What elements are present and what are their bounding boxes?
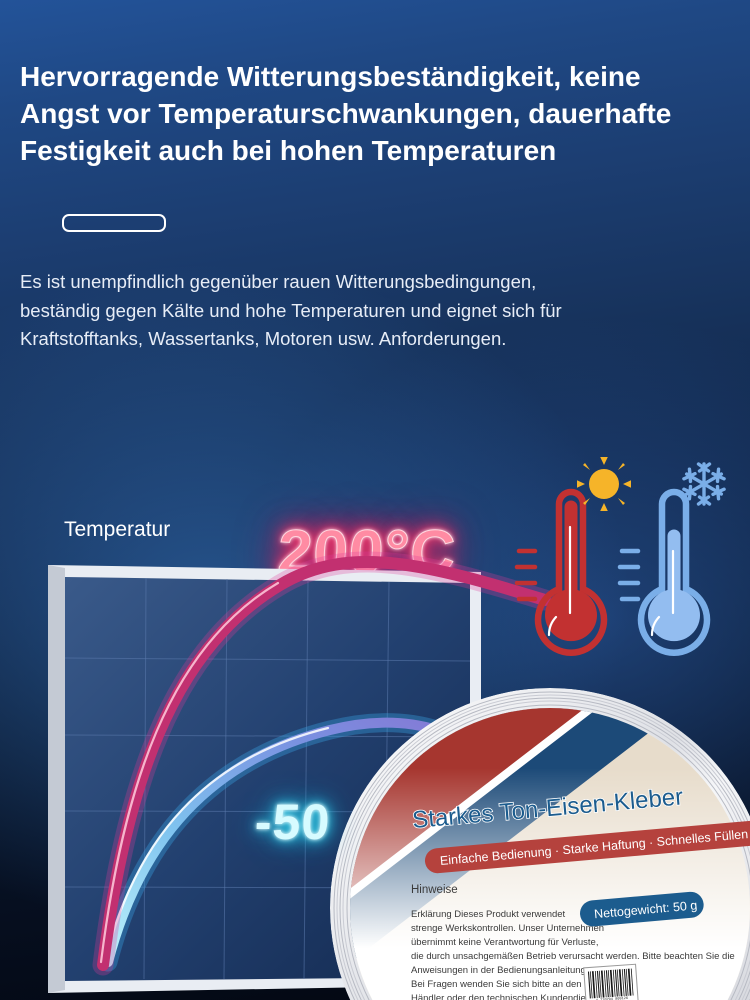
svg-text:übernimmt keine Verantwortung: übernimmt keine Verantwortung für Verlus…: [411, 937, 598, 948]
svg-text:Anweisungen in der Bedienungsa: Anweisungen in der Bedienungsanleitung.: [411, 965, 588, 976]
svg-text:die durch unsachgemäßen Betrie: die durch unsachgemäßen Betrieb verursac…: [411, 951, 735, 962]
svg-text:Erklärung Dieses Produkt verw: Erklärung Dieses Produkt verwendet: [411, 909, 566, 920]
svg-text:Händler oder den technischen K: Händler oder den technischen Kundendiens…: [411, 993, 599, 1000]
svg-text:Hinweise: Hinweise: [411, 884, 458, 896]
svg-text:strenge Werkskontrollen. Unser: strenge Werkskontrollen. Unser Unternehm…: [411, 923, 604, 934]
